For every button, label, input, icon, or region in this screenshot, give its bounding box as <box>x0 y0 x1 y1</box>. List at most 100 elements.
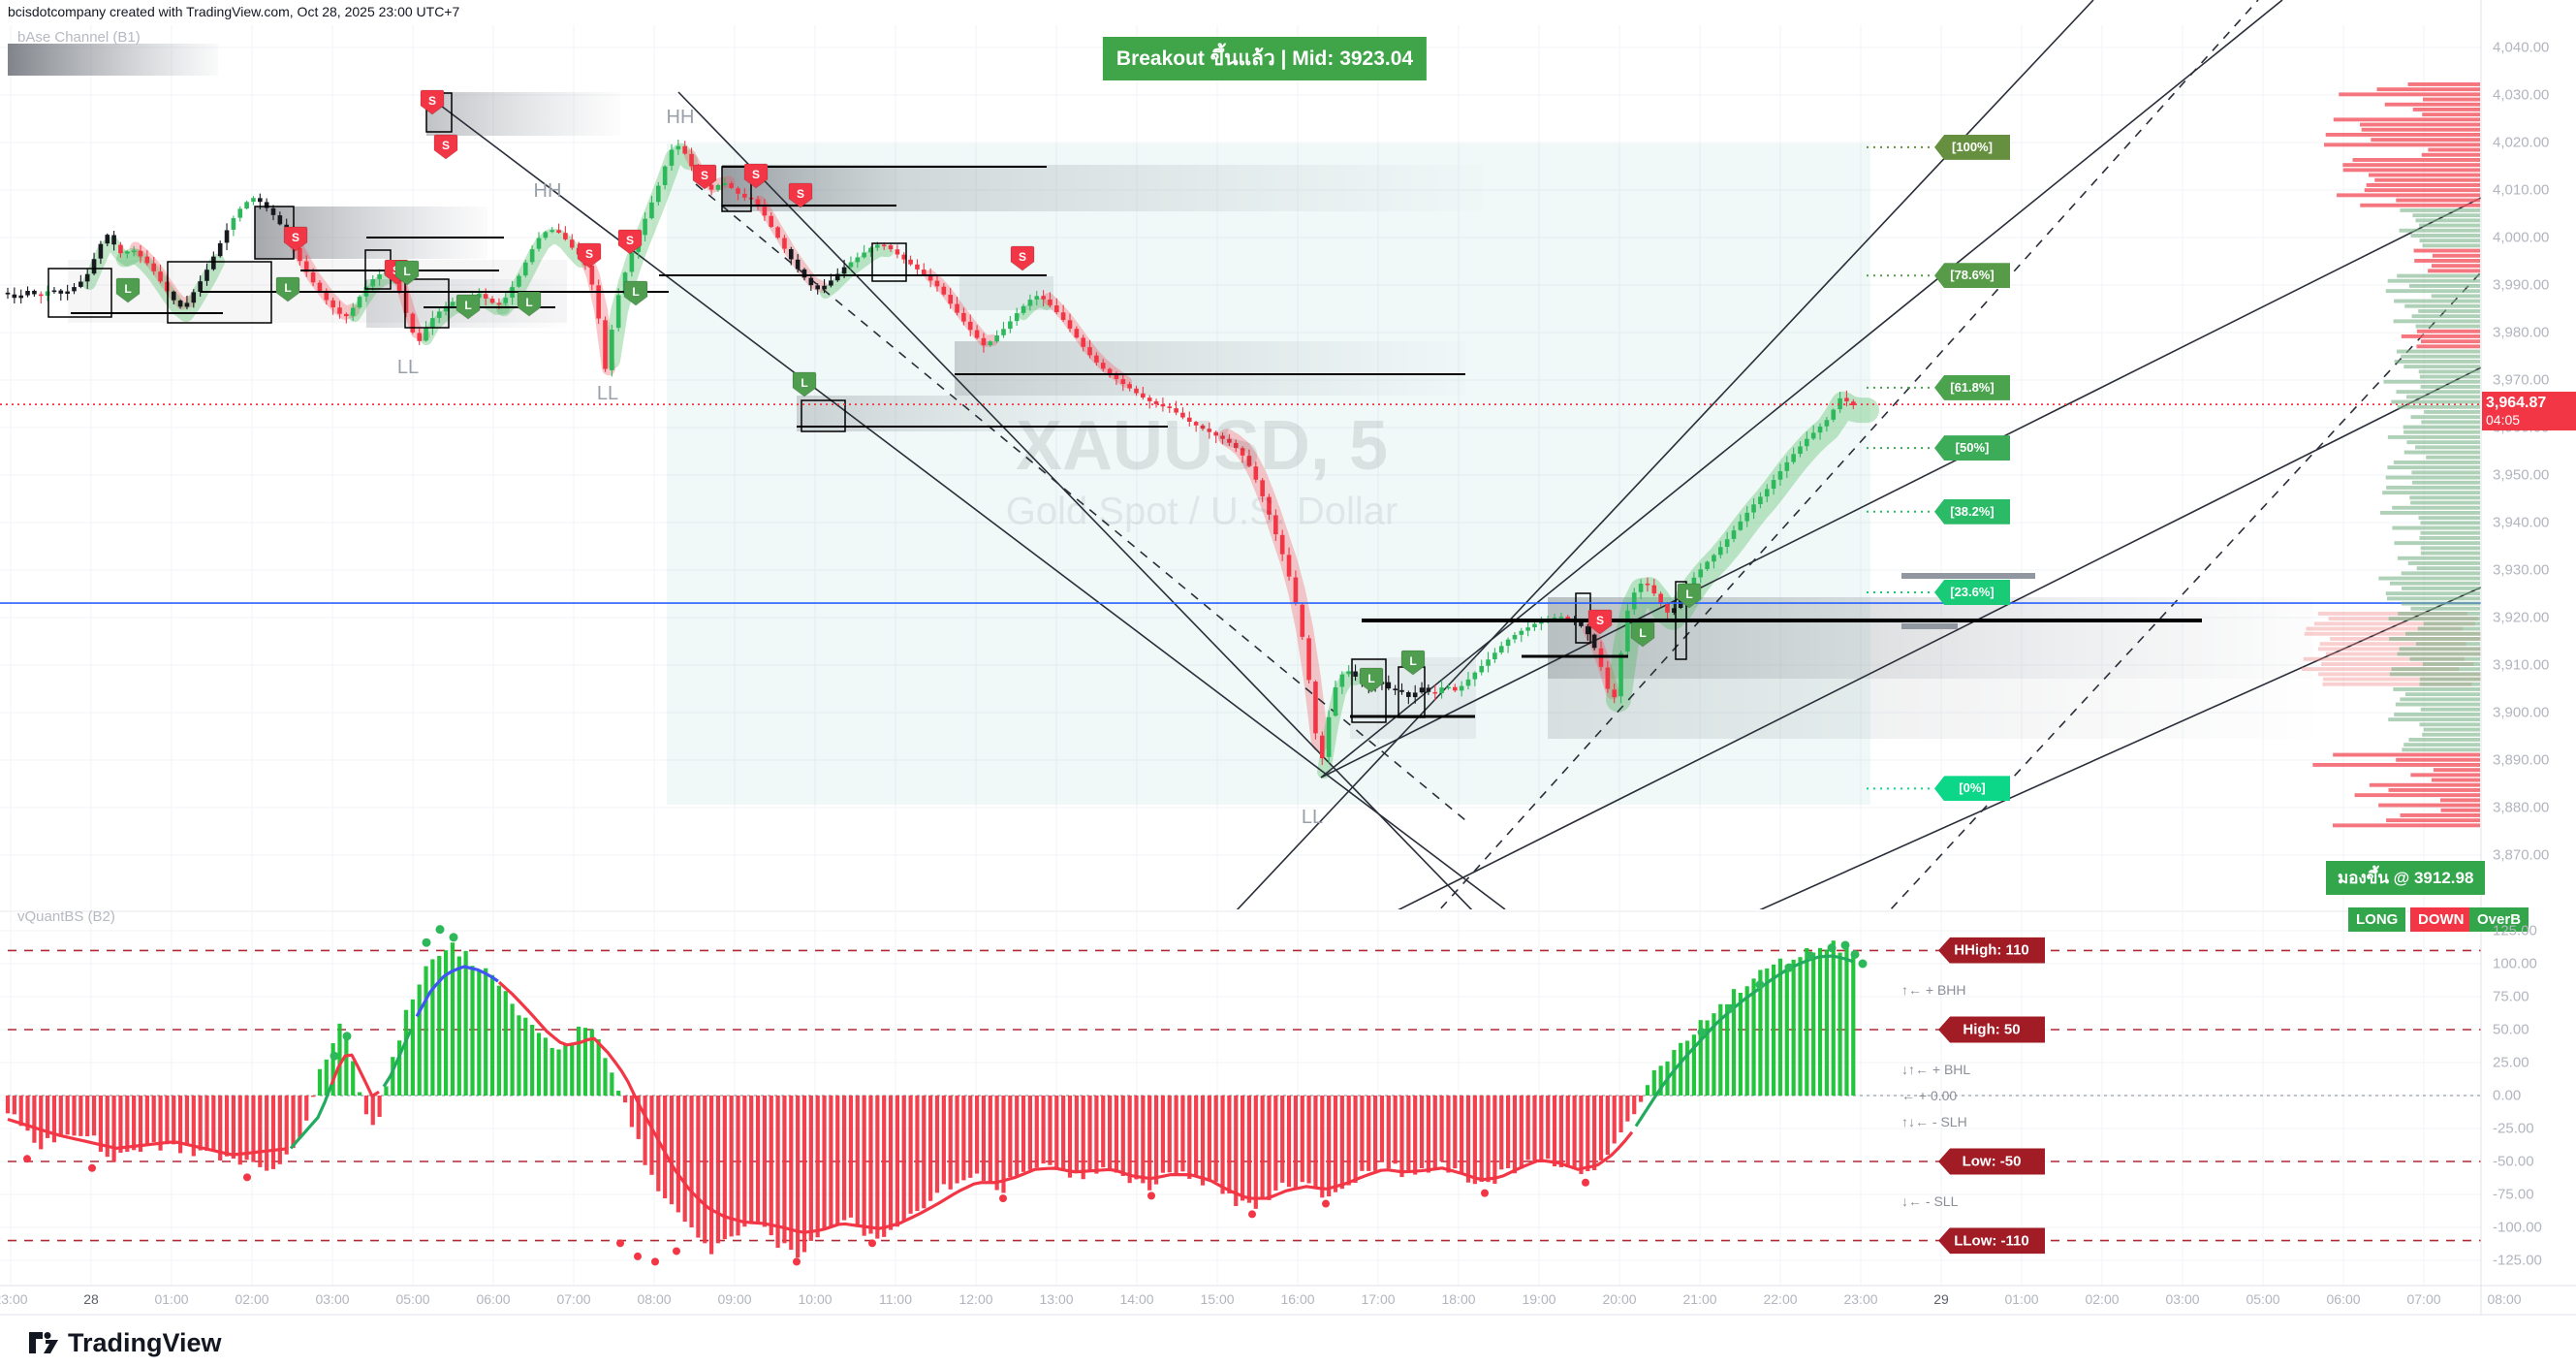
time-axis-label: 15:00 <box>1200 1291 1235 1307</box>
svg-text:LL: LL <box>597 383 618 404</box>
time-axis-label: 06:00 <box>2326 1291 2361 1307</box>
time-axis-label: 13:00 <box>1039 1291 1074 1307</box>
time-axis-label: 11:00 <box>879 1291 912 1307</box>
status-badge-overb: OverB <box>2469 907 2529 932</box>
watermark-symbol: XAUUSD, 5 <box>1015 407 1389 485</box>
indicator-axis-label: 100.00 <box>2493 955 2537 972</box>
time-axis-label: 02:00 <box>235 1291 269 1307</box>
indicator-axis-label: -25.00 <box>2493 1120 2534 1137</box>
indicator-axis-label: -100.00 <box>2493 1219 2542 1236</box>
time-axis-label: 08:00 <box>2487 1291 2522 1307</box>
time-axis-label: 12:00 <box>958 1291 993 1307</box>
price-axis-label: 3,900.00 <box>2493 704 2550 721</box>
price-axis-label: 4,000.00 <box>2493 229 2550 246</box>
svg-text:S: S <box>1019 250 1026 264</box>
time-axis-label: 07:00 <box>2406 1291 2441 1307</box>
price-axis-label: 3,870.00 <box>2493 846 2550 864</box>
breakout-mid-badge: Breakout ขึ้นแล้ว | Mid: 3923.04 <box>1102 37 1428 80</box>
price-axis-label: 4,020.00 <box>2493 134 2550 151</box>
price-axis-label: 3,890.00 <box>2493 751 2550 769</box>
time-axis-label: 23:00 <box>1843 1291 1878 1307</box>
price-axis-label: 3,920.00 <box>2493 609 2550 626</box>
time-axis-label: 06:00 <box>476 1291 511 1307</box>
time-axis-label: 07:00 <box>556 1291 591 1307</box>
price-axis-label: 3,950.00 <box>2493 466 2550 484</box>
svg-text:L: L <box>464 299 471 312</box>
credit-text: bcisdotcompany created with TradingView.… <box>8 4 460 19</box>
indicator-axis-label: 125.00 <box>2493 922 2537 939</box>
indicator-axis-label: -50.00 <box>2493 1153 2534 1170</box>
indicator-side-note: ↑← + BHH <box>1901 982 1966 999</box>
time-axis-label: 02:00 <box>2085 1291 2120 1307</box>
time-axis-label: 20:00 <box>1602 1291 1637 1307</box>
time-axis-label: 19:00 <box>1522 1291 1556 1307</box>
indicator-axis-label: 25.00 <box>2493 1054 2529 1071</box>
indicator-axis-label: 50.00 <box>2493 1021 2529 1038</box>
indicator-level-tag: High: 50 <box>1938 1016 2045 1043</box>
indicator-level-tag: HHigh: 110 <box>1938 937 2045 964</box>
indicator-axis-label: 0.00 <box>2493 1087 2522 1104</box>
svg-text:S: S <box>752 168 760 181</box>
time-axis-label: 01:00 <box>154 1291 189 1307</box>
svg-text:S: S <box>292 231 299 244</box>
tradingview-logo-icon <box>29 1332 58 1353</box>
svg-text:LL: LL <box>397 357 419 378</box>
svg-text:S: S <box>701 169 708 182</box>
base-channel-label[interactable]: bAse Channel (B1) <box>17 29 141 46</box>
fib-level-tag: [50%] <box>1934 435 2010 461</box>
time-axis-label: 29 <box>1933 1291 1949 1307</box>
price-axis-label: 3,980.00 <box>2493 324 2550 341</box>
time-axis-label: 23:00 <box>0 1291 28 1307</box>
look-up-signal-badge: มองขึ้น @ 3912.98 <box>2326 861 2486 895</box>
svg-text:L: L <box>1409 654 1416 668</box>
svg-text:HH: HH <box>667 107 695 128</box>
svg-text:LL: LL <box>1302 807 1323 828</box>
time-axis-label: 01:00 <box>2004 1291 2039 1307</box>
price-axis-label: 4,010.00 <box>2493 181 2550 199</box>
fib-level-tag: [61.8%] <box>1934 374 2010 400</box>
price-axis-label: 4,040.00 <box>2493 39 2550 56</box>
status-badge-down: DOWN <box>2410 907 2472 932</box>
price-axis-label: 3,940.00 <box>2493 514 2550 531</box>
indicator-label[interactable]: vQuantBS (B2) <box>17 908 115 925</box>
svg-text:L: L <box>1367 672 1374 685</box>
time-axis-label: 05:00 <box>2246 1291 2280 1307</box>
indicator-level-tag: LLow: -110 <box>1938 1227 2045 1255</box>
time-axis-label: 03:00 <box>2165 1291 2200 1307</box>
svg-text:S: S <box>585 247 593 261</box>
svg-text:L: L <box>525 296 532 309</box>
svg-text:HH: HH <box>534 180 562 202</box>
time-axis-label: 28 <box>83 1291 99 1307</box>
indicator-side-note: ← + 0.00 <box>1901 1088 1958 1103</box>
indicator-axis-label: -125.00 <box>2493 1252 2542 1269</box>
price-axis-label: 3,910.00 <box>2493 656 2550 674</box>
time-axis-label: 10:00 <box>798 1291 832 1307</box>
svg-text:L: L <box>1685 588 1692 601</box>
indicator-side-note: ↓↑← + BHL <box>1901 1061 1971 1077</box>
svg-text:L: L <box>1639 626 1646 640</box>
svg-text:S: S <box>428 94 436 108</box>
indicator-side-note: ↓← - SLL <box>1901 1192 1959 1209</box>
indicator-level-tag: Low: -50 <box>1938 1148 2045 1175</box>
indicator-axis-label: -75.00 <box>2493 1186 2534 1203</box>
indicator-axis-label: 75.00 <box>2493 988 2529 1005</box>
time-axis-label: 22:00 <box>1763 1291 1798 1307</box>
indicator-side-note: ↑↓← - SLH <box>1901 1114 1967 1130</box>
svg-text:S: S <box>442 139 450 152</box>
svg-text:L: L <box>632 285 639 299</box>
svg-text:L: L <box>284 281 291 295</box>
last-price-value: 3,964.87 <box>2486 395 2547 411</box>
watermark-subtitle: Gold Spot / U.S. Dollar <box>1005 490 1398 533</box>
svg-text:L: L <box>403 265 410 278</box>
time-axis-label: 03:00 <box>315 1291 350 1307</box>
svg-text:S: S <box>1596 614 1604 627</box>
time-axis-label: 16:00 <box>1280 1291 1315 1307</box>
tradingview-logo[interactable]: TradingView <box>27 1326 222 1359</box>
svg-text:S: S <box>797 187 804 201</box>
status-badge-long: LONG <box>2348 907 2406 932</box>
tradingview-logo-text: TradingView <box>68 1327 222 1357</box>
time-axis-label: 08:00 <box>637 1291 672 1307</box>
last-price-countdown: 04:05 <box>2486 412 2521 428</box>
